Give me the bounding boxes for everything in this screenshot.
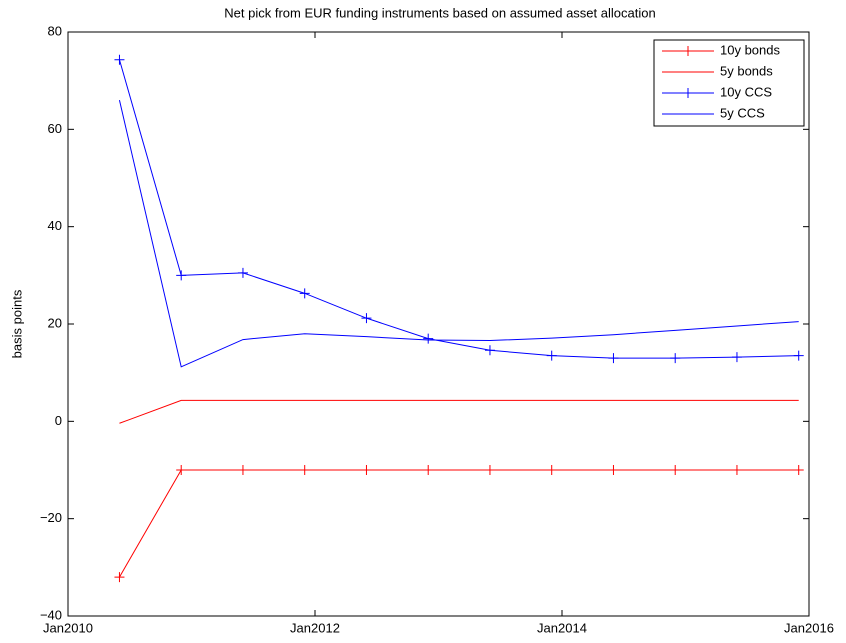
chart-title: Net pick from EUR funding instruments ba… — [224, 5, 655, 20]
y-tick-label: 60 — [48, 121, 62, 136]
y-tick-label: 80 — [48, 23, 62, 38]
legend-marker — [683, 46, 693, 56]
x-tick-label: Jan2010 — [43, 620, 93, 635]
point-marker — [176, 270, 187, 281]
series-line — [119, 399, 799, 424]
point-marker — [361, 313, 372, 324]
legend-label: 10y CCS — [720, 84, 772, 99]
point-marker — [731, 465, 742, 475]
point-marker — [670, 353, 681, 364]
point-marker — [423, 465, 434, 475]
legend-label: 5y CCS — [720, 105, 765, 120]
point-marker — [670, 465, 681, 475]
point-marker — [423, 333, 434, 344]
point-marker — [793, 350, 804, 361]
point-marker — [608, 353, 619, 364]
point-marker — [484, 465, 495, 475]
y-tick-label: −20 — [40, 510, 62, 525]
series-line — [118, 59, 799, 359]
x-tick-label: Jan2016 — [784, 620, 834, 635]
point-marker — [237, 465, 248, 475]
y-tick-label: 20 — [48, 315, 62, 330]
legend-label: 10y bonds — [720, 42, 780, 57]
point-marker — [546, 350, 557, 361]
point-marker — [299, 465, 310, 475]
point-marker — [546, 465, 557, 475]
legend-label: 5y bonds — [720, 63, 773, 78]
x-tick-label: Jan2014 — [537, 620, 587, 635]
point-marker — [793, 465, 804, 475]
x-tick-label: Jan2012 — [290, 620, 340, 635]
point-marker — [114, 572, 125, 583]
point-marker — [731, 352, 742, 363]
legend-box — [653, 39, 805, 127]
point-marker — [237, 267, 248, 278]
point-marker — [114, 54, 125, 65]
point-marker — [176, 465, 187, 475]
point-marker — [361, 465, 372, 475]
y-tick-label: −40 — [40, 607, 62, 622]
legend-marker — [683, 88, 693, 98]
y-tick-label: 0 — [55, 413, 62, 428]
series-line — [119, 469, 799, 578]
point-marker — [299, 288, 310, 299]
y-tick-label: 40 — [48, 218, 62, 233]
series-line — [118, 100, 799, 368]
point-marker — [484, 345, 495, 356]
point-marker — [608, 465, 619, 475]
y-axis-label: basis points — [9, 289, 24, 358]
